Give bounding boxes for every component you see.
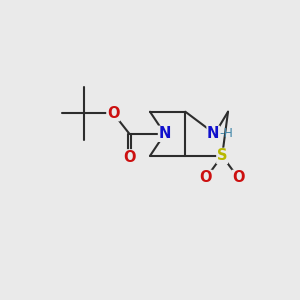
Text: N: N [207, 126, 220, 141]
Text: O: O [200, 170, 212, 185]
Text: S: S [217, 148, 227, 164]
Text: N: N [158, 126, 171, 141]
Text: O: O [123, 150, 136, 165]
Text: -H: -H [219, 127, 233, 140]
Text: O: O [107, 106, 119, 121]
Text: O: O [232, 170, 244, 185]
